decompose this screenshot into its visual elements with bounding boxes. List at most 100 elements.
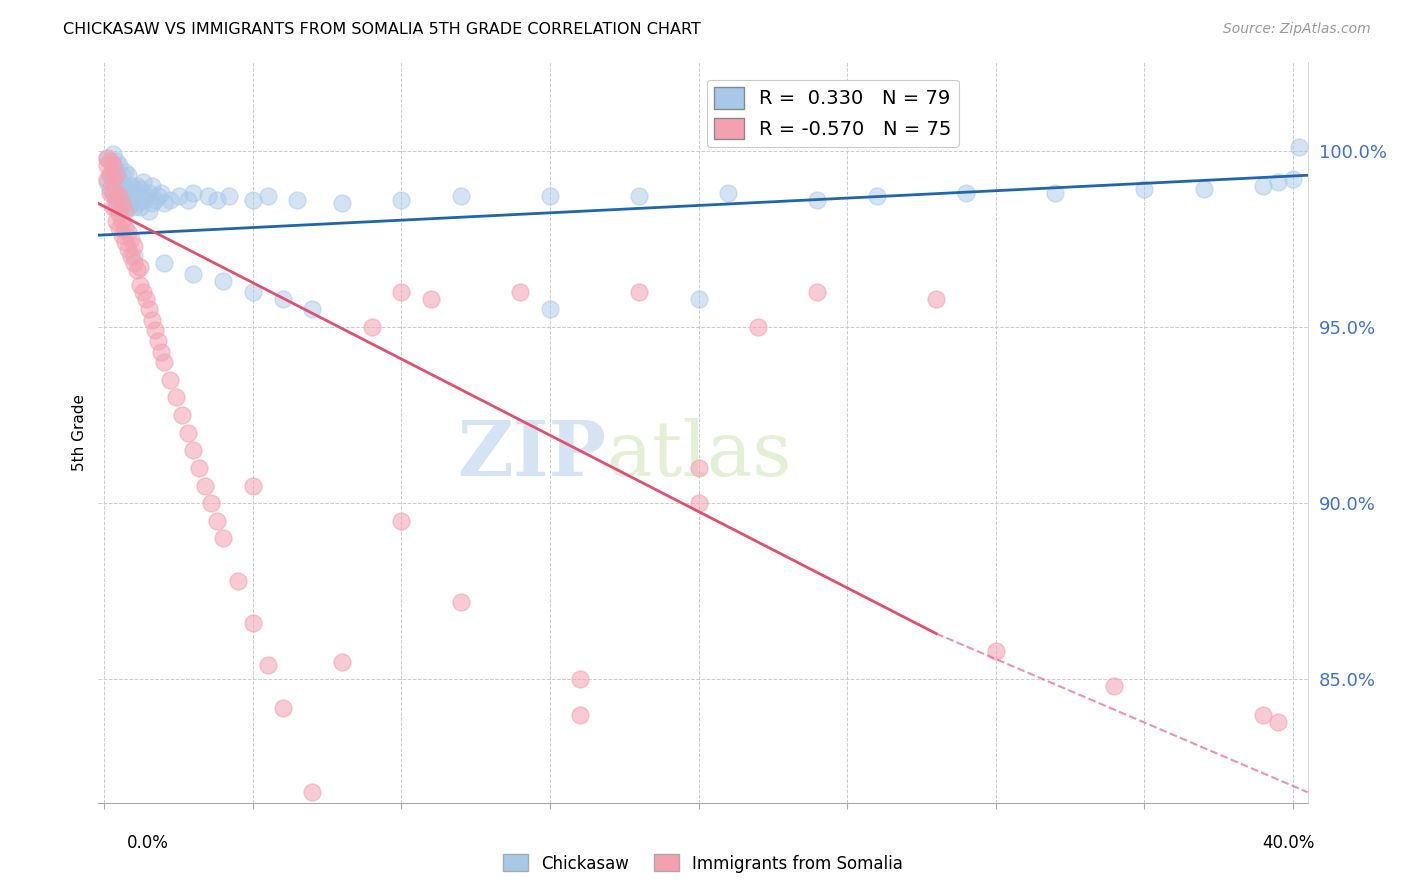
Point: [114, 165, 136, 179]
Point: [271, 700, 294, 714]
Point: [96, 151, 118, 165]
Point: [226, 574, 249, 588]
Point: [242, 615, 264, 630]
Point: [141, 178, 163, 193]
Text: CHICKASAW VS IMMIGRANTS FROM SOMALIA 5TH GRADE CORRELATION CHART: CHICKASAW VS IMMIGRANTS FROM SOMALIA 5TH…: [63, 22, 702, 37]
Point: [103, 158, 125, 172]
Point: [143, 323, 166, 337]
Point: [747, 319, 769, 334]
Point: [152, 256, 174, 270]
Point: [146, 334, 169, 348]
Point: [120, 196, 142, 211]
Point: [1251, 707, 1274, 722]
Point: [98, 168, 121, 182]
Point: [212, 532, 235, 546]
Point: [98, 186, 121, 200]
Point: [105, 200, 128, 214]
Point: [1043, 186, 1066, 200]
Point: [197, 189, 219, 203]
Point: [1192, 182, 1215, 196]
Point: [159, 193, 181, 207]
Point: [117, 225, 139, 239]
Point: [176, 425, 198, 440]
Point: [568, 673, 591, 687]
Point: [1104, 680, 1126, 694]
Text: ZIP: ZIP: [457, 417, 606, 491]
Legend: R =  0.330   N = 79, R = -0.570   N = 75: R = 0.330 N = 79, R = -0.570 N = 75: [707, 79, 959, 147]
Point: [129, 200, 152, 214]
Point: [103, 186, 125, 200]
Point: [925, 292, 948, 306]
Point: [955, 186, 977, 200]
Point: [188, 461, 211, 475]
Point: [98, 182, 121, 196]
Point: [391, 193, 413, 207]
Point: [111, 196, 134, 211]
Point: [120, 232, 142, 246]
Point: [114, 182, 136, 196]
Point: [96, 151, 118, 165]
Point: [122, 200, 145, 214]
Point: [152, 196, 174, 211]
Point: [183, 186, 205, 200]
Point: [806, 193, 828, 207]
Point: [105, 178, 128, 193]
Point: [108, 221, 131, 235]
Point: [146, 189, 169, 203]
Point: [103, 171, 125, 186]
Point: [132, 175, 155, 189]
Point: [1267, 175, 1289, 189]
Point: [103, 186, 125, 200]
Point: [129, 277, 152, 292]
Point: [256, 189, 278, 203]
Point: [96, 171, 118, 186]
Point: [135, 189, 157, 203]
Point: [628, 285, 651, 299]
Point: [1267, 714, 1289, 729]
Point: [287, 193, 309, 207]
Text: Source: ZipAtlas.com: Source: ZipAtlas.com: [1223, 22, 1371, 37]
Point: [138, 302, 160, 317]
Point: [111, 228, 134, 243]
Point: [105, 154, 128, 169]
Point: [688, 496, 710, 510]
Point: [183, 443, 205, 458]
Point: [1133, 182, 1156, 196]
Point: [165, 390, 187, 404]
Point: [108, 207, 131, 221]
Y-axis label: 5th Grade: 5th Grade: [72, 394, 87, 471]
Point: [717, 186, 740, 200]
Point: [183, 267, 205, 281]
Point: [103, 147, 125, 161]
Point: [138, 186, 160, 200]
Legend: Chickasaw, Immigrants from Somalia: Chickasaw, Immigrants from Somalia: [496, 847, 910, 880]
Point: [108, 171, 131, 186]
Point: [125, 178, 148, 193]
Point: [120, 249, 142, 263]
Point: [122, 256, 145, 270]
Point: [129, 260, 152, 274]
Point: [301, 785, 323, 799]
Point: [105, 186, 128, 200]
Point: [105, 214, 128, 228]
Point: [1251, 178, 1274, 193]
Point: [138, 203, 160, 218]
Point: [141, 313, 163, 327]
Point: [360, 319, 382, 334]
Point: [391, 514, 413, 528]
Point: [117, 168, 139, 182]
Point: [108, 186, 131, 200]
Point: [103, 171, 125, 186]
Point: [103, 200, 125, 214]
Point: [111, 186, 134, 200]
Point: [108, 196, 131, 211]
Point: [271, 292, 294, 306]
Point: [108, 189, 131, 203]
Point: [509, 285, 531, 299]
Point: [167, 189, 190, 203]
Point: [141, 196, 163, 211]
Point: [135, 292, 157, 306]
Point: [96, 158, 118, 172]
Point: [420, 292, 443, 306]
Point: [105, 168, 128, 182]
